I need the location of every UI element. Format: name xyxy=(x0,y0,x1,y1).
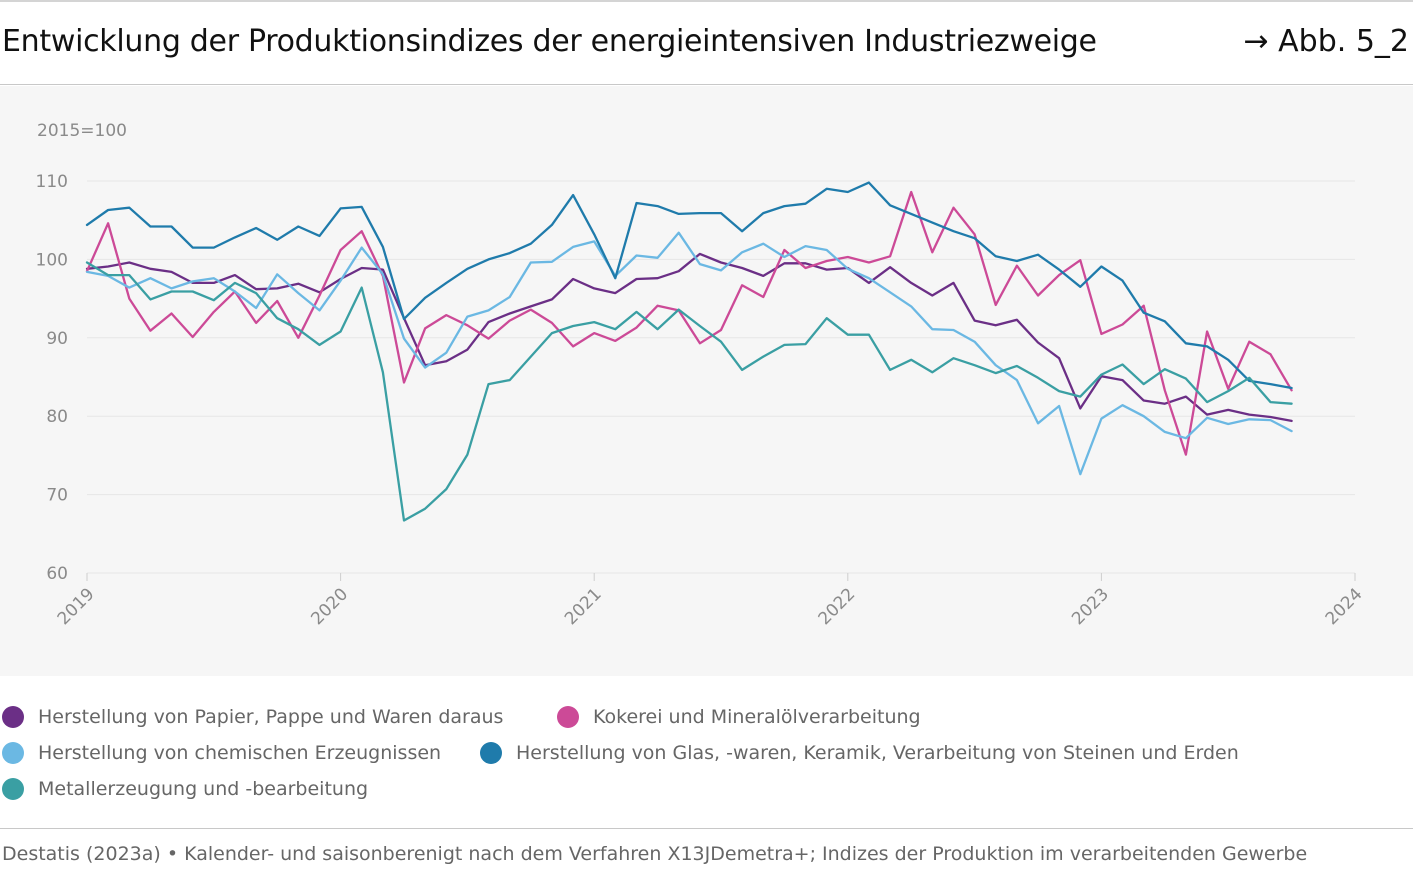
y-axis-unit-label: 2015=100 xyxy=(37,121,127,141)
legend-swatch-kokerei xyxy=(557,706,579,728)
figure-reference-link[interactable]: → Abb. 5_2 xyxy=(1243,24,1409,59)
legend-label-kokerei: Kokerei und Mineralölverarbeitung xyxy=(593,706,921,728)
x-tick-label: 2023 xyxy=(1068,584,1113,629)
plot-area-background xyxy=(0,86,1413,676)
top-rule xyxy=(0,0,1413,2)
legend-item-chemie[interactable]: Herstellung von chemischen Erzeugnissen xyxy=(2,742,441,764)
axis-layer: 60 70 80 90 100 110 2019 2020 2021 2022 2023 2024 xyxy=(36,172,1367,629)
series-line-metall xyxy=(85,261,1293,522)
legend: Herstellung von Papier, Pappe und Waren … xyxy=(0,700,1413,820)
y-tick-label: 90 xyxy=(46,329,68,349)
y-tick-label: 100 xyxy=(36,250,68,270)
series-line-papier xyxy=(85,252,1293,423)
x-tick-label: 2020 xyxy=(307,584,352,629)
series-line-kokerei xyxy=(85,190,1293,456)
x-tick-label: 2019 xyxy=(54,584,99,629)
legend-swatch-metall xyxy=(2,778,24,800)
legend-swatch-chemie xyxy=(2,742,24,764)
legend-swatch-glas xyxy=(480,742,502,764)
series-layer xyxy=(85,181,1293,522)
y-tick-label: 110 xyxy=(36,172,68,192)
x-tick-label: 2024 xyxy=(1322,584,1367,629)
series-line-chemie xyxy=(85,231,1293,476)
legend-item-papier[interactable]: Herstellung von Papier, Pappe und Waren … xyxy=(2,706,503,728)
legend-label-glas: Herstellung von Glas, -waren, Keramik, V… xyxy=(516,742,1239,764)
footer-divider xyxy=(0,828,1413,829)
chart-title: Entwicklung der Produktionsindizes der e… xyxy=(2,24,1097,59)
legend-label-chemie: Herstellung von chemischen Erzeugnissen xyxy=(38,742,442,764)
legend-label-papier: Herstellung von Papier, Pappe und Waren … xyxy=(38,706,504,728)
legend-label-metall: Metallerzeugung und -bearbeitung xyxy=(38,778,369,800)
series-line-glas xyxy=(85,181,1293,390)
legend-item-kokerei[interactable]: Kokerei und Mineralölverarbeitung xyxy=(557,706,921,728)
source-note: Destatis (2023a) • Kalender- und saisonb… xyxy=(2,843,1308,865)
y-tick-label: 80 xyxy=(46,407,68,427)
legend-item-glas[interactable]: Herstellung von Glas, -waren, Keramik, V… xyxy=(480,742,1239,764)
y-tick-label: 60 xyxy=(46,564,68,584)
x-tick-label: 2022 xyxy=(815,584,860,629)
legend-item-metall[interactable]: Metallerzeugung und -bearbeitung xyxy=(2,778,368,800)
legend-swatch-papier xyxy=(2,706,24,728)
y-tick-label: 70 xyxy=(46,486,68,506)
title-divider xyxy=(0,84,1413,85)
line-chart: 60 70 80 90 100 110 2019 2020 2021 2022 2023 2024 2… xyxy=(36,121,1367,629)
x-tick-label: 2021 xyxy=(561,584,606,629)
